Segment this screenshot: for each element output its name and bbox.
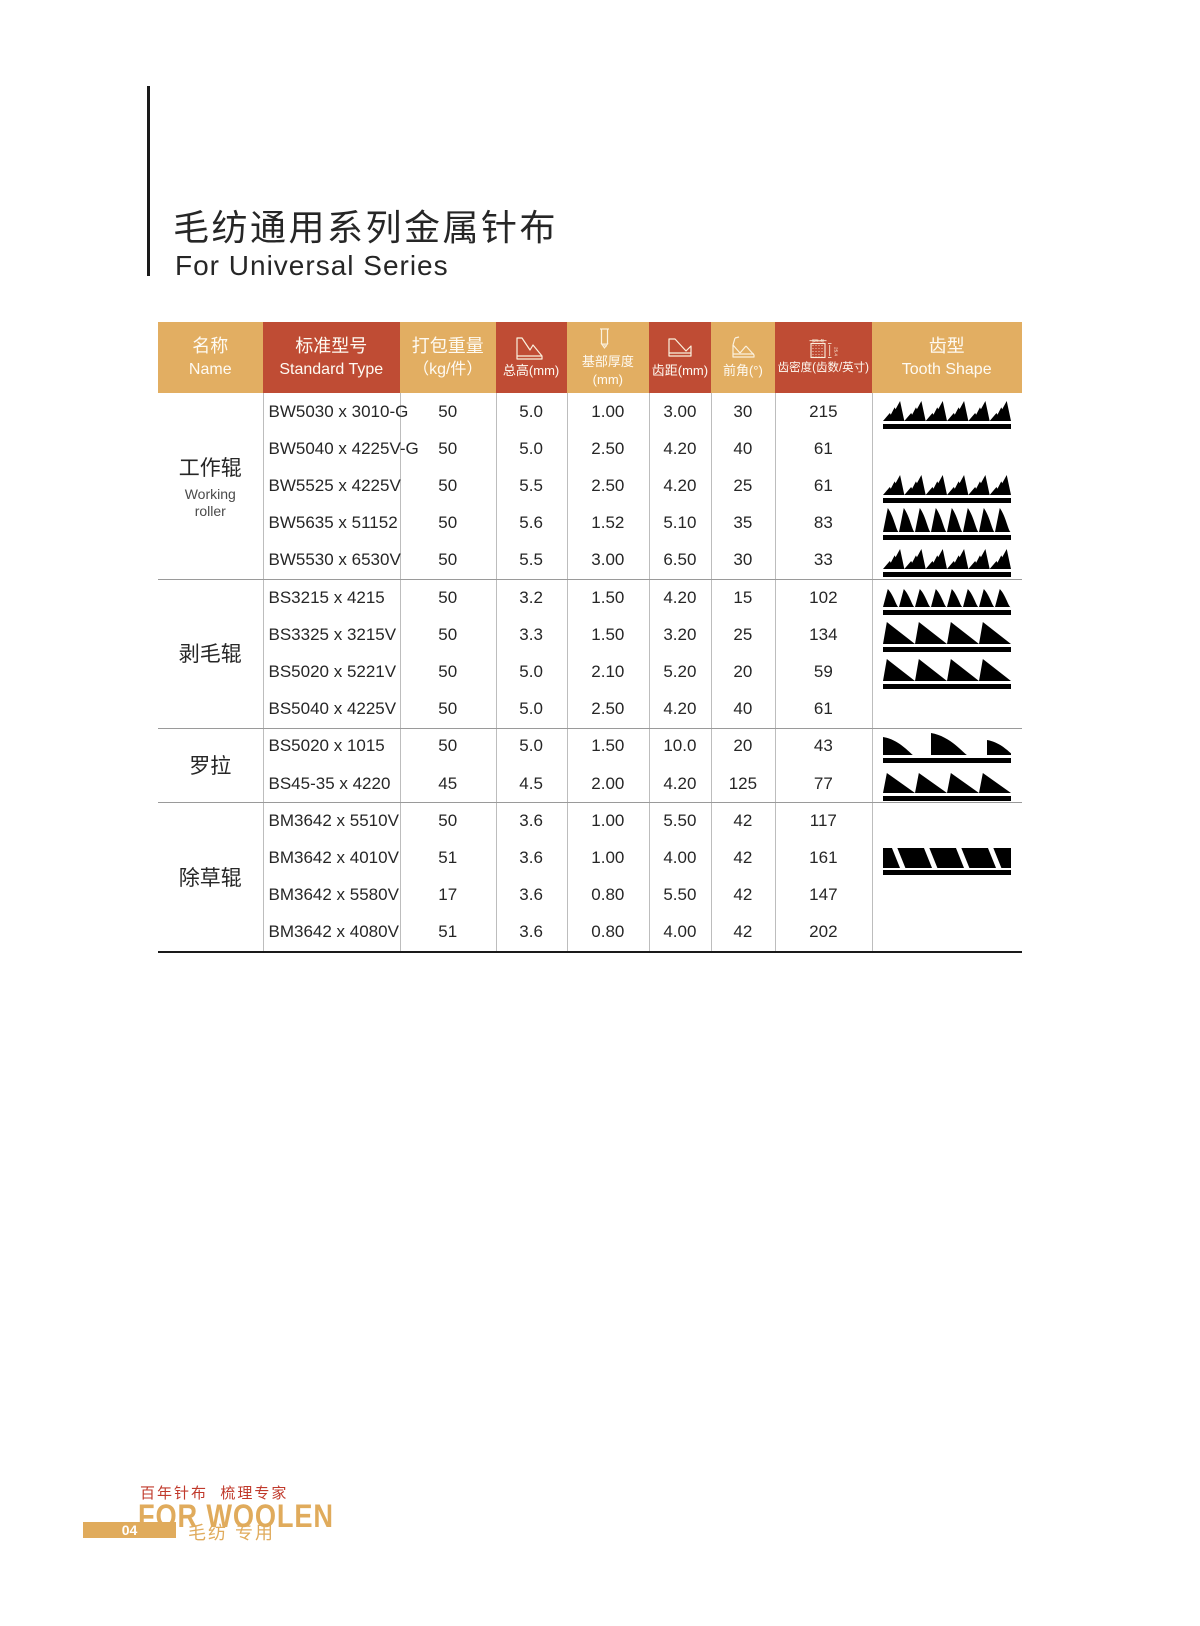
svg-text:25.4: 25.4 — [814, 339, 823, 344]
svg-text:25.4: 25.4 — [834, 347, 839, 356]
